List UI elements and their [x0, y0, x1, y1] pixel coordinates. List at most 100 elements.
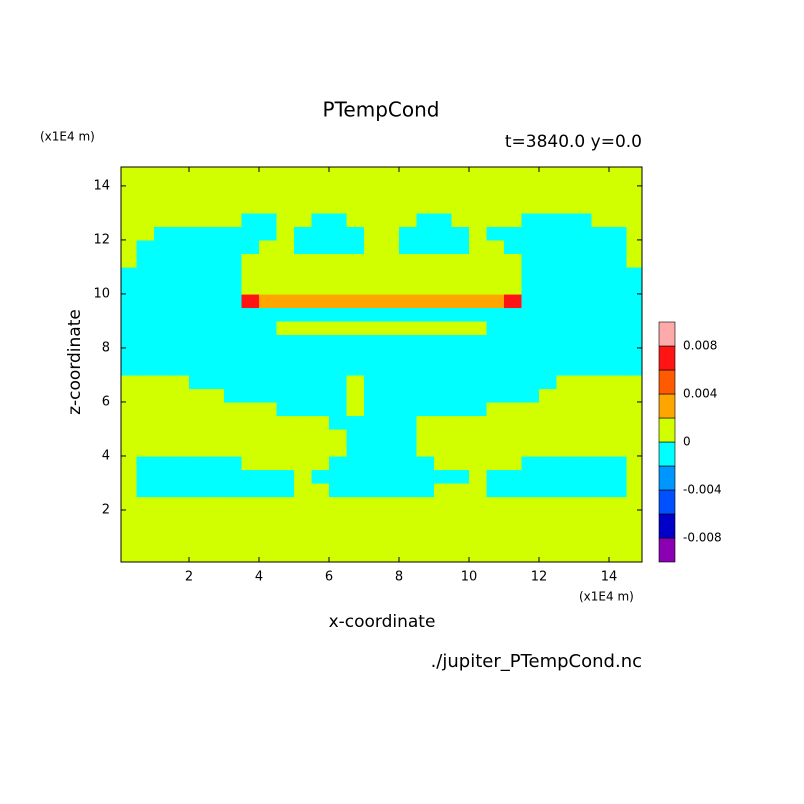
- contour-cell: [294, 523, 313, 538]
- contour-cell: [294, 239, 313, 255]
- contour-cell: [434, 212, 453, 228]
- contour-cell: [329, 550, 348, 562]
- contour-cell: [469, 226, 488, 241]
- contour-cell: [136, 280, 155, 295]
- contour-cell: [521, 550, 540, 562]
- contour-cell: [171, 509, 190, 525]
- contour-cell: [189, 442, 208, 457]
- contour-cell: [259, 361, 278, 376]
- contour-cell: [399, 428, 418, 444]
- contour-cell: [241, 374, 260, 390]
- contour-cell: [451, 415, 470, 430]
- contour-cell: [346, 293, 365, 309]
- contour-cell: [521, 239, 540, 255]
- contour-cell: [626, 388, 642, 403]
- contour-cell: [224, 361, 243, 376]
- contour-cell: [346, 428, 365, 444]
- contour-cell: [206, 226, 225, 241]
- contour-cell: [206, 482, 225, 498]
- contour-cell: [276, 374, 295, 390]
- contour-cell: [364, 374, 383, 390]
- contour-cell: [486, 253, 505, 268]
- contour-cell: [399, 293, 418, 309]
- contour-cell: [259, 185, 278, 201]
- contour-cell: [121, 550, 138, 562]
- contour-cell: [311, 374, 330, 390]
- contour-cell: [136, 307, 155, 322]
- contour-cell: [206, 442, 225, 457]
- contour-cell: [294, 509, 313, 525]
- contour-cell: [556, 185, 575, 201]
- contour-cell: [469, 185, 488, 201]
- contour-cell: [486, 307, 505, 322]
- contour-cell: [556, 482, 575, 498]
- contour-cell: [609, 172, 628, 187]
- contour-cell: [364, 469, 383, 484]
- contour-cell: [171, 307, 190, 322]
- contour-cell: [574, 185, 593, 201]
- contour-cell: [346, 469, 365, 484]
- contour-cell: [224, 496, 243, 511]
- contour-cell: [469, 266, 488, 282]
- contour-cell: [121, 496, 138, 511]
- contour-cell: [451, 172, 470, 187]
- contour-cell: [329, 361, 348, 376]
- contour-cell: [434, 401, 453, 417]
- contour-cell: [381, 442, 400, 457]
- contour-cell: [416, 185, 435, 201]
- contour-cell: [626, 172, 642, 187]
- contour-cell: [609, 334, 628, 349]
- contour-cell: [574, 550, 593, 562]
- contour-cell: [539, 536, 558, 552]
- contour-cell: [469, 253, 488, 268]
- contour-cell: [609, 253, 628, 268]
- contour-cell: [189, 455, 208, 471]
- contour-cell: [346, 172, 365, 187]
- contour-cell: [329, 172, 348, 187]
- contour-cell: [399, 280, 418, 295]
- contour-cell: [154, 401, 173, 417]
- contour-cell: [136, 415, 155, 430]
- contour-cell: [364, 536, 383, 552]
- contour-cell: [521, 212, 540, 228]
- contour-cell: [241, 167, 260, 174]
- contour-cell: [399, 455, 418, 471]
- contour-cell: [346, 550, 365, 562]
- axes: 2 4 6 8 10 12 14 2 4 6 8 10 12 14 -0.008 -0.004 0 0.004 0.…: [93, 166, 722, 585]
- contour-cell: [121, 172, 138, 187]
- contour-cell: [121, 442, 138, 457]
- contour-cell: [364, 334, 383, 349]
- contour-cell: [539, 469, 558, 484]
- contour-cell: [189, 293, 208, 309]
- contour-cell: [416, 334, 435, 349]
- contour-cell: [556, 550, 575, 562]
- contour-cell: [294, 469, 313, 484]
- contour-cell: [609, 320, 628, 336]
- contour-cell: [276, 307, 295, 322]
- contour-cell: [591, 509, 610, 525]
- contour-cell: [311, 185, 330, 201]
- contour-cell: [434, 172, 453, 187]
- contour-cell: [136, 482, 155, 498]
- contour-cell: [381, 185, 400, 201]
- contour-cell: [294, 361, 313, 376]
- contour-cell: [416, 496, 435, 511]
- contour-cell: [434, 509, 453, 525]
- contour-cell: [486, 172, 505, 187]
- contour-cell: [574, 482, 593, 498]
- contour-cell: [399, 253, 418, 268]
- contour-cell: [451, 428, 470, 444]
- contour-cell: [416, 401, 435, 417]
- contour-cell: [311, 226, 330, 241]
- contour-cell: [224, 307, 243, 322]
- contour-cell: [346, 455, 365, 471]
- contour-cell: [259, 212, 278, 228]
- contour-cell: [504, 172, 523, 187]
- contour-cell: [259, 167, 278, 174]
- y-tick-label: 6: [102, 394, 110, 409]
- contour-cell: [451, 347, 470, 363]
- colorbar-label: 0.008: [683, 339, 717, 353]
- contour-cell: [154, 388, 173, 403]
- contour-cell: [171, 469, 190, 484]
- contour-cell: [311, 293, 330, 309]
